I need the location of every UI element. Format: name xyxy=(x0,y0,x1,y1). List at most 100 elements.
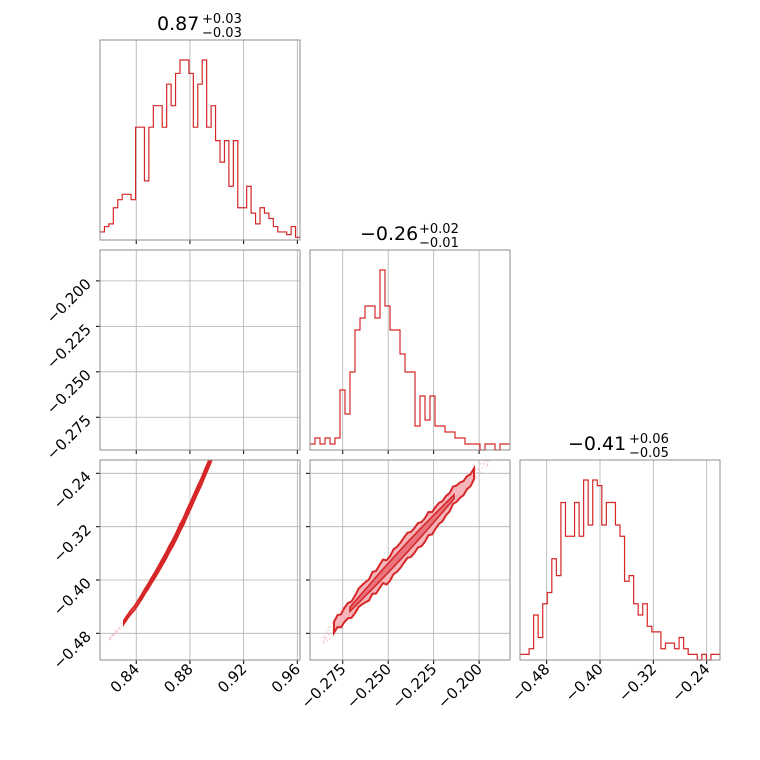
x-tick-label-param-0: 0.84 xyxy=(107,660,143,696)
y-tick-label-param-1: −0.275 xyxy=(43,411,95,463)
sample-point xyxy=(489,458,491,460)
sample-point xyxy=(490,454,492,456)
density-contour-inner xyxy=(349,492,455,614)
sample-point xyxy=(485,460,488,463)
y-tick-label-param-2: −0.40 xyxy=(50,574,95,619)
sample-point xyxy=(336,612,339,615)
title-param-0: 0.87 +0.03 −0.03 xyxy=(157,12,242,41)
sample-point xyxy=(490,453,492,455)
sample-point xyxy=(320,636,323,639)
sample-point xyxy=(322,642,325,645)
sample-point xyxy=(498,451,500,453)
sample-point xyxy=(484,450,486,452)
x-tick-label-param-1: −0.200 xyxy=(434,660,486,712)
panel-frame xyxy=(99,249,301,451)
panel-frame xyxy=(309,459,511,661)
title-param-0-value: 0.87 xyxy=(157,13,199,35)
sample-point xyxy=(114,632,117,635)
y-tick-label-param-2: −0.24 xyxy=(50,467,95,512)
sample-point xyxy=(283,242,285,244)
x-tick-label-param-0: 0.92 xyxy=(214,660,250,696)
y-tick-label-param-2: −0.48 xyxy=(50,627,95,672)
sample-point xyxy=(210,458,212,460)
scatter-panel-param-0-vs-param-2 xyxy=(96,242,301,664)
sample-point xyxy=(331,622,334,625)
x-tick-label-param-2: −0.32 xyxy=(615,660,660,705)
histogram-step-line xyxy=(310,269,510,451)
histogram-panel-param-1 xyxy=(309,249,511,454)
x-tick-label-param-0: 0.88 xyxy=(160,660,196,696)
sample-point xyxy=(363,606,366,609)
sample-point xyxy=(111,634,114,637)
sample-point xyxy=(498,453,500,455)
sample-point xyxy=(283,243,285,245)
sample-point xyxy=(119,628,121,631)
sample-point xyxy=(490,452,492,454)
title-param-2: −0.41 +0.06 −0.05 xyxy=(568,432,669,461)
panel-frame xyxy=(309,249,511,451)
sample-point xyxy=(326,639,328,642)
sample-point xyxy=(327,633,330,635)
panel-background xyxy=(100,250,300,450)
sample-point xyxy=(480,471,482,474)
sample-point xyxy=(282,245,284,247)
sample-point xyxy=(116,629,119,632)
x-tick-label-param-1: −0.250 xyxy=(343,660,395,712)
histogram-step-line xyxy=(520,479,720,661)
sample-point xyxy=(212,453,214,455)
x-tick-label-param-2: −0.24 xyxy=(668,660,713,705)
title-param-0-minus: −0.03 xyxy=(202,26,242,41)
sample-point xyxy=(327,629,330,632)
sample-point xyxy=(497,457,499,459)
panel-frame xyxy=(99,459,301,661)
sample-point xyxy=(479,463,482,465)
sample-point xyxy=(115,630,117,632)
y-tick-label-param-1: −0.225 xyxy=(43,320,95,372)
title-param-2-minus: −0.05 xyxy=(629,446,669,461)
panel-background xyxy=(310,460,510,660)
sample-point xyxy=(486,463,489,466)
y-tick-label-param-2: −0.32 xyxy=(50,521,95,566)
sample-point xyxy=(476,477,479,479)
sample-point xyxy=(478,461,481,464)
sample-point xyxy=(323,635,326,638)
sample-point xyxy=(120,624,123,627)
panel-frame xyxy=(99,39,301,241)
title-param-1: −0.26 +0.02 −0.01 xyxy=(360,222,459,251)
sample-point xyxy=(488,460,491,462)
x-tick-label-param-0: 0.96 xyxy=(268,660,304,696)
sample-point xyxy=(330,632,333,635)
x-tick-label-param-1: −0.275 xyxy=(298,660,350,712)
title-param-1-plus: +0.02 xyxy=(419,222,459,237)
title-param-1-value: −0.26 xyxy=(360,223,418,245)
panel-background xyxy=(100,460,300,660)
sample-point xyxy=(325,631,328,634)
histogram-panel-param-2 xyxy=(519,459,721,664)
sample-point xyxy=(118,626,121,629)
sample-point xyxy=(339,609,342,612)
sample-point xyxy=(476,472,479,474)
title-param-1-minus: −0.01 xyxy=(419,236,459,251)
sample-point xyxy=(113,633,116,636)
scatter-panel-param-0-vs-param-1 xyxy=(96,249,301,454)
sample-point xyxy=(481,466,484,469)
y-tick-label-param-1: −0.250 xyxy=(43,366,95,418)
scatter-panel-param-1-vs-param-2 xyxy=(306,450,511,664)
x-tick-label-param-2: −0.40 xyxy=(562,660,607,705)
histogram-panel-param-0 xyxy=(99,39,301,244)
sample-point xyxy=(477,467,480,470)
panel-background xyxy=(100,40,300,240)
panel-background xyxy=(310,250,510,450)
histogram-step-line xyxy=(100,59,300,238)
sample-point xyxy=(328,637,331,640)
sample-point xyxy=(109,637,112,640)
sample-point xyxy=(325,637,328,640)
sample-point xyxy=(211,455,213,457)
sample-point xyxy=(322,639,325,642)
y-tick-label-param-1: −0.200 xyxy=(43,275,95,327)
sample-point xyxy=(282,247,284,249)
panel-background xyxy=(520,460,720,660)
title-param-2-plus: +0.06 xyxy=(629,432,669,447)
sample-point xyxy=(282,244,284,246)
